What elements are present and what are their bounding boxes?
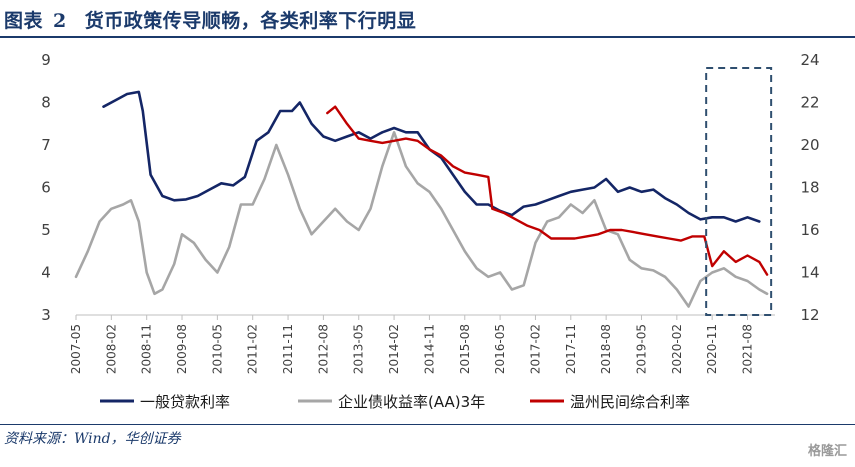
y-left-tick-label: 7: [41, 136, 51, 154]
x-tick-label: 2018-08: [599, 324, 613, 374]
y-left-tick-label: 6: [41, 179, 51, 197]
x-tick-label: 2019-05: [634, 324, 648, 374]
series-line-1: [102, 90, 761, 223]
series-line-2: [74, 131, 769, 308]
y-right-tick-label: 16: [800, 221, 819, 239]
x-tick-label: 2020-02: [670, 324, 684, 374]
x-tick-label: 2017-02: [528, 324, 542, 374]
x-tick-label: 2014-02: [387, 324, 401, 374]
title-rule: [0, 36, 855, 38]
x-tick-label: 2020-11: [705, 324, 719, 374]
x-tick-label: 2012-08: [316, 324, 330, 374]
chart-legend: 一般贷款利率 企业债收益率(AA)3年 温州民间综合利率: [100, 393, 690, 411]
figure-title: 货币政策传导顺畅，各类利率下行明显: [84, 10, 417, 32]
y-left-tick-label: 3: [41, 306, 51, 324]
y-left-tick-label: 9: [41, 51, 51, 69]
y-right-tick-label: 12: [800, 306, 819, 324]
chart-axes: 3 4 5 6 7 8 9 12 14 16 18 20 22 24 2007-05 2008-02 2008-…: [41, 51, 819, 374]
footer-rule: [0, 424, 855, 425]
series-line-3: [326, 105, 769, 276]
source-note: 资料来源：Wind，华创证券: [4, 431, 181, 447]
chart: 3 4 5 6 7 8 9 12 14 16 18 20 22 24 2007-05 2008-02 2008-…: [41, 51, 819, 411]
x-tick-label: 2007-05: [69, 324, 83, 374]
x-tick-label: 2010-05: [210, 324, 224, 374]
y-left-tick-label: 5: [41, 221, 51, 239]
y-right-tick-label: 20: [800, 136, 819, 154]
x-tick-label: 2015-08: [458, 324, 472, 374]
y-left-tick-label: 8: [41, 94, 51, 112]
x-tick-label: 2009-08: [175, 324, 189, 374]
x-tick-label: 2008-02: [104, 324, 118, 374]
y-right-tick-label: 24: [800, 51, 819, 69]
watermark: 格隆汇: [807, 444, 847, 459]
figure-number: 2: [53, 10, 67, 32]
x-tick-label: 2011-11: [281, 324, 295, 374]
chart-title: 图表 2 货币政策传导顺畅，各类利率下行明显: [4, 6, 849, 33]
y-right-tick-label: 14: [800, 264, 819, 282]
legend-label-3: 温州民间综合利率: [570, 393, 690, 411]
x-tick-label: 2013-05: [352, 324, 366, 374]
x-tick-label: 2017-11: [564, 324, 578, 374]
chart-series: [74, 90, 769, 308]
legend-label-1: 一般贷款利率: [140, 393, 230, 411]
y-left-tick-label: 4: [41, 264, 51, 282]
y-right-tick-label: 18: [800, 179, 819, 197]
x-tick-label: 2014-11: [422, 324, 436, 374]
y-right-tick-label: 22: [800, 94, 819, 112]
x-tick-label: 2016-05: [493, 324, 507, 374]
legend-label-2: 企业债收益率(AA)3年: [338, 393, 485, 411]
x-tick-label: 2021-08: [741, 324, 755, 374]
x-tick-label: 2008-11: [140, 324, 154, 374]
figure-label: 图表: [4, 10, 44, 32]
x-tick-label: 2011-02: [246, 324, 260, 374]
